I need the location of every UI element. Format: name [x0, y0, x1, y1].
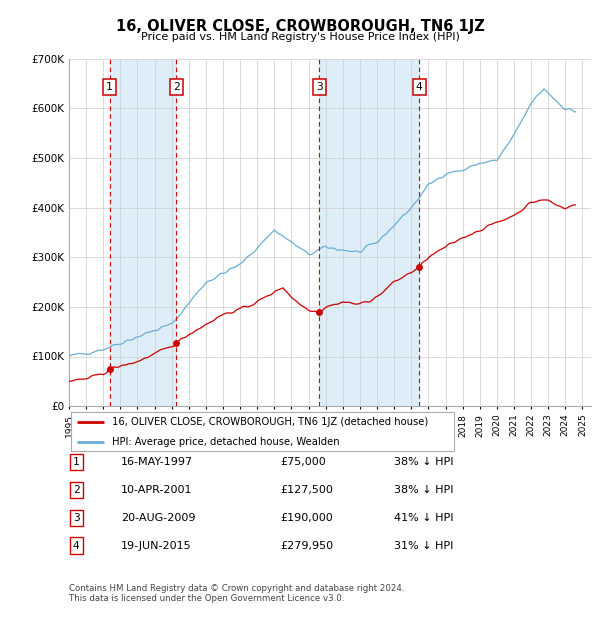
Bar — [319, 59, 419, 406]
Text: £279,950: £279,950 — [280, 541, 334, 551]
Text: 2: 2 — [173, 82, 179, 92]
Text: 38% ↓ HPI: 38% ↓ HPI — [394, 457, 454, 467]
Text: 1: 1 — [73, 457, 80, 467]
Text: 3: 3 — [316, 82, 323, 92]
Text: 31% ↓ HPI: 31% ↓ HPI — [394, 541, 454, 551]
Text: 2: 2 — [73, 485, 80, 495]
Text: 4: 4 — [73, 541, 80, 551]
Text: 19-JUN-2015: 19-JUN-2015 — [121, 541, 192, 551]
Text: 10-APR-2001: 10-APR-2001 — [121, 485, 193, 495]
Text: 38% ↓ HPI: 38% ↓ HPI — [394, 485, 454, 495]
Text: 41% ↓ HPI: 41% ↓ HPI — [394, 513, 454, 523]
Text: £190,000: £190,000 — [280, 513, 333, 523]
Text: 16-MAY-1997: 16-MAY-1997 — [121, 457, 193, 467]
Text: Price paid vs. HM Land Registry's House Price Index (HPI): Price paid vs. HM Land Registry's House … — [140, 32, 460, 42]
Text: 1: 1 — [106, 82, 113, 92]
Text: Contains HM Land Registry data © Crown copyright and database right 2024.
This d: Contains HM Land Registry data © Crown c… — [69, 584, 404, 603]
Bar — [110, 59, 176, 406]
Text: 3: 3 — [73, 513, 80, 523]
Text: £127,500: £127,500 — [280, 485, 333, 495]
Text: 4: 4 — [416, 82, 422, 92]
Text: 20-AUG-2009: 20-AUG-2009 — [121, 513, 196, 523]
Text: 16, OLIVER CLOSE, CROWBOROUGH, TN6 1JZ: 16, OLIVER CLOSE, CROWBOROUGH, TN6 1JZ — [116, 19, 484, 33]
Text: HPI: Average price, detached house, Wealden: HPI: Average price, detached house, Weal… — [112, 437, 339, 447]
Text: £75,000: £75,000 — [280, 457, 326, 467]
FancyBboxPatch shape — [71, 412, 454, 451]
Text: 16, OLIVER CLOSE, CROWBOROUGH, TN6 1JZ (detached house): 16, OLIVER CLOSE, CROWBOROUGH, TN6 1JZ (… — [112, 417, 428, 427]
